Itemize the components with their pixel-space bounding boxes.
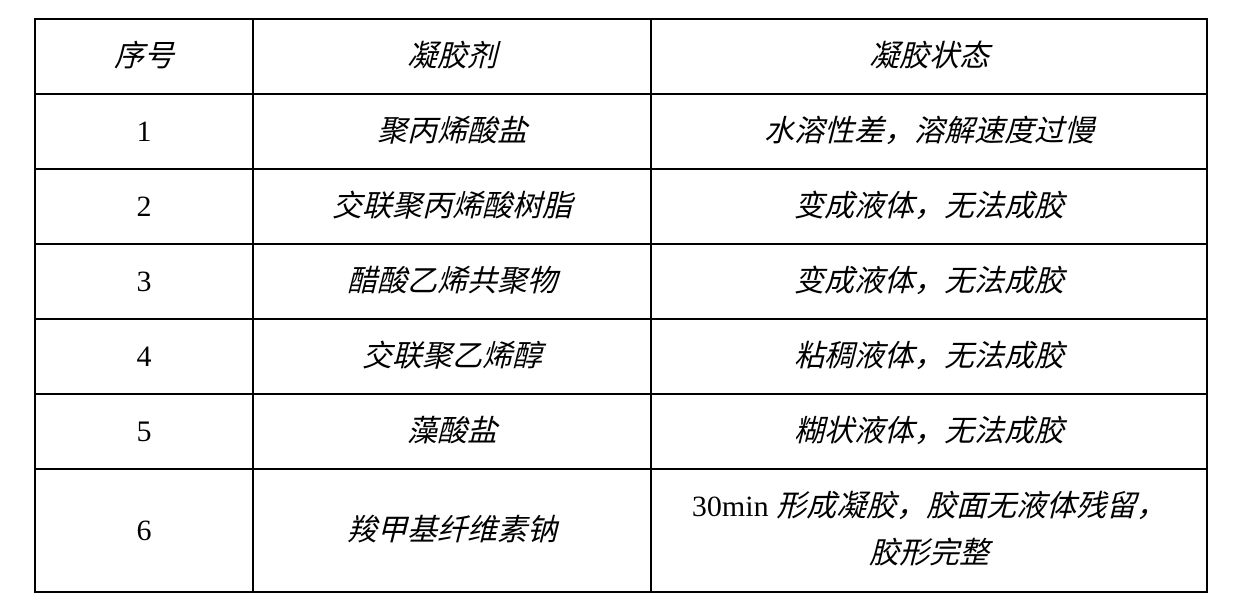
cell-index: 3	[35, 244, 253, 319]
gel-table: 序号 凝胶剂 凝胶状态 1 聚丙烯酸盐 水溶性差，溶解速度过慢 2 交联聚丙烯酸…	[34, 18, 1208, 593]
cell-agent: 交联聚乙烯醇	[253, 319, 651, 394]
col-header-index: 序号	[35, 19, 253, 94]
cell-index: 2	[35, 169, 253, 244]
cell-index: 1	[35, 94, 253, 169]
cell-state-line2: 胶形完整	[869, 537, 989, 570]
table-row: 5 藻酸盐 糊状液体，无法成胶	[35, 394, 1207, 469]
table-container: 序号 凝胶剂 凝胶状态 1 聚丙烯酸盐 水溶性差，溶解速度过慢 2 交联聚丙烯酸…	[0, 0, 1240, 611]
cell-state: 粘稠液体，无法成胶	[651, 319, 1207, 394]
cell-state: 水溶性差，溶解速度过慢	[651, 94, 1207, 169]
cell-state: 糊状液体，无法成胶	[651, 394, 1207, 469]
col-header-agent: 凝胶剂	[253, 19, 651, 94]
cell-state: 变成液体，无法成胶	[651, 244, 1207, 319]
cell-agent: 藻酸盐	[253, 394, 651, 469]
table-row: 4 交联聚乙烯醇 粘稠液体，无法成胶	[35, 319, 1207, 394]
table-row: 2 交联聚丙烯酸树脂 变成液体，无法成胶	[35, 169, 1207, 244]
cell-index: 5	[35, 394, 253, 469]
table-row: 1 聚丙烯酸盐 水溶性差，溶解速度过慢	[35, 94, 1207, 169]
cell-state-line1: 30min 形成凝胶，胶面无液体残留，	[692, 490, 1166, 523]
cell-index: 4	[35, 319, 253, 394]
table-row: 3 醋酸乙烯共聚物 变成液体，无法成胶	[35, 244, 1207, 319]
col-header-state: 凝胶状态	[651, 19, 1207, 94]
cell-agent: 交联聚丙烯酸树脂	[253, 169, 651, 244]
cell-agent: 聚丙烯酸盐	[253, 94, 651, 169]
cell-state: 变成液体，无法成胶	[651, 169, 1207, 244]
table-header-row: 序号 凝胶剂 凝胶状态	[35, 19, 1207, 94]
cell-agent: 醋酸乙烯共聚物	[253, 244, 651, 319]
